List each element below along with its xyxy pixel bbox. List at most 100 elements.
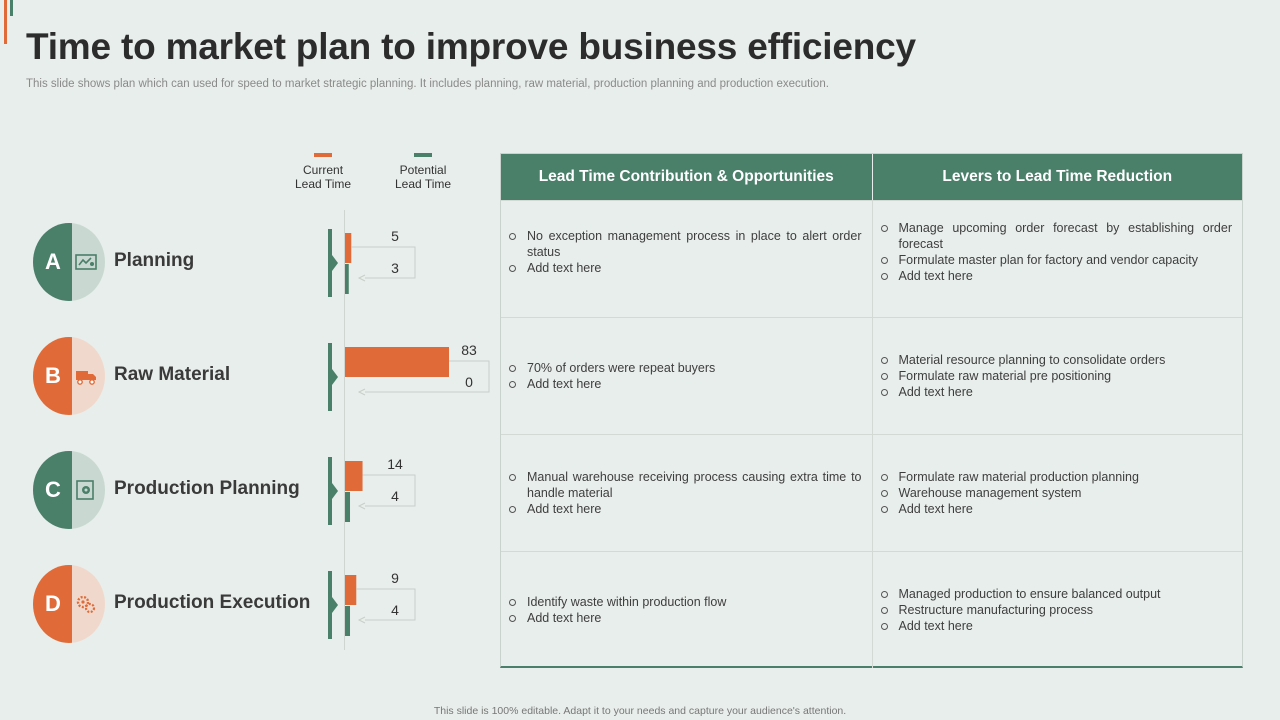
production-gear-icon <box>76 480 94 500</box>
bar-potential <box>345 264 349 294</box>
legend-swatch-current <box>314 153 333 157</box>
data-label-current: 9 <box>391 570 399 586</box>
bullet-item: Restructure manufacturing process <box>880 602 1233 618</box>
row-marker-chevron <box>332 483 338 499</box>
bullet-item: Formulate raw material pre positioning <box>880 368 1233 384</box>
bullet-item: Add text here <box>509 610 862 626</box>
planning-board-icon <box>75 254 97 270</box>
bullet-item: Add text here <box>880 618 1233 634</box>
bullet-item: 70% of orders were repeat buyers <box>509 360 862 376</box>
bullet-item: Add text here <box>880 268 1233 284</box>
badge-b: B <box>33 337 105 415</box>
lead-time-chart: 5 3 83 0 14 4 9 4 <box>328 228 490 639</box>
legend-potential: Potential Lead Time <box>395 153 451 191</box>
callout-arrow <box>357 274 366 282</box>
data-label-current: 83 <box>461 342 477 358</box>
row-label: Raw Material <box>114 364 231 385</box>
row-marker-bar <box>328 229 332 297</box>
badge-a: A <box>33 223 105 301</box>
legend-swatch-potential <box>414 153 433 157</box>
legend-potential-line2: Lead Time <box>395 177 452 191</box>
data-label-potential: 0 <box>465 374 473 390</box>
cell-levers: Formulate raw material production planni… <box>871 435 1243 551</box>
legend-potential-line1: Potential <box>399 163 447 177</box>
bar-current <box>345 347 449 377</box>
callout-arrow <box>357 502 366 510</box>
cell-levers: Managed production to ensure balanced ou… <box>871 552 1243 668</box>
bullet-item: Add text here <box>880 501 1233 517</box>
bullet-item: Warehouse management system <box>880 485 1233 501</box>
cell-contribution: Identify waste within production flow Add… <box>501 552 872 668</box>
data-label-potential: 3 <box>391 260 399 276</box>
row-marker-chevron <box>332 369 338 385</box>
callout-arrow <box>357 616 366 624</box>
slide-subtitle: This slide shows plan which can used for… <box>26 78 829 90</box>
table-row: 70% of orders were repeat buyers Add text… <box>501 317 1242 434</box>
row-label: Planning <box>114 250 195 271</box>
badge-letter: B <box>45 363 61 388</box>
table-row: No exception management process in place… <box>501 200 1242 317</box>
row-label: Production Execution <box>114 592 311 613</box>
data-label-current: 14 <box>387 456 403 472</box>
bullet-item: Manage upcoming order forecast by establ… <box>880 220 1232 252</box>
badge-c: C <box>33 451 105 529</box>
bar-current <box>345 233 352 263</box>
data-label-potential: 4 <box>391 602 399 618</box>
legend-current: Current Lead Time <box>295 153 351 191</box>
footer-note: This slide is 100% editable. Adapt it to… <box>433 705 847 717</box>
row-marker-bar <box>328 457 332 525</box>
accent-bar-orange <box>4 0 7 44</box>
bullet-item: Material resource planning to consolidat… <box>880 352 1233 368</box>
row-raw-material: B Raw Material <box>33 337 333 415</box>
legend-current-line1: Current <box>303 163 344 177</box>
data-label-current: 5 <box>391 228 399 244</box>
badge-letter: D <box>45 591 61 616</box>
bullet-item: No exception management process in place… <box>509 228 862 260</box>
badge-d: D <box>33 565 105 643</box>
row-marker-chevron <box>332 597 338 613</box>
cell-levers: Manage upcoming order forecast by establ… <box>871 201 1243 317</box>
bullet-item: Manual warehouse receiving process causi… <box>509 469 862 501</box>
callout-arrow <box>357 388 366 396</box>
table-row: Identify waste within production flow Add… <box>501 551 1242 668</box>
accent-bar-green <box>10 0 13 16</box>
callout-bracket <box>356 588 416 621</box>
row-label: Production Planning <box>114 478 300 499</box>
row-marker-bar <box>328 571 332 639</box>
callout-bracket <box>351 246 416 279</box>
legend-current-line2: Lead Time <box>295 177 352 191</box>
cell-levers: Material resource planning to consolidat… <box>871 318 1243 434</box>
bar-potential <box>345 606 351 636</box>
bullet-item: Add text here <box>509 260 862 276</box>
row-planning: A Planning <box>33 223 333 301</box>
lead-time-table: Lead Time Contribution & Opportunities L… <box>500 153 1243 668</box>
cell-contribution: 70% of orders were repeat buyers Add text… <box>501 318 872 434</box>
cell-contribution: Manual warehouse receiving process causi… <box>501 435 872 551</box>
callout-bracket <box>365 360 490 393</box>
cell-contribution: No exception management process in place… <box>501 201 872 317</box>
bullet-item: Managed production to ensure balanced ou… <box>880 586 1233 602</box>
bullet-item: Add text here <box>509 501 862 517</box>
row-production-planning: C Production Planning <box>33 451 333 529</box>
chart-axis <box>344 210 345 650</box>
bullet-item: Add text here <box>880 384 1233 400</box>
delivery-truck-icon <box>76 371 96 385</box>
bar-current <box>345 575 357 605</box>
bar-current <box>345 461 363 491</box>
table-header-contribution: Lead Time Contribution & Opportunities <box>501 154 872 200</box>
bullet-item: Identify waste within production flow <box>509 594 862 610</box>
bar-potential <box>345 492 351 522</box>
table-header-levers: Levers to Lead Time Reduction <box>871 154 1242 200</box>
bullet-item: Add text here <box>509 376 862 392</box>
table-header: Lead Time Contribution & Opportunities L… <box>501 154 1242 200</box>
slide-title: Time to market plan to improve business … <box>26 26 916 67</box>
row-production-execution: D Production Execution <box>33 565 333 643</box>
bullet-item: Formulate raw material production planni… <box>880 469 1233 485</box>
row-marker-chevron <box>332 255 338 271</box>
badge-letter: A <box>45 249 61 274</box>
badge-letter: C <box>45 477 61 502</box>
data-label-potential: 4 <box>391 488 399 504</box>
execution-gears-icon <box>76 595 96 614</box>
callout-bracket <box>362 474 416 507</box>
table-row: Manual warehouse receiving process causi… <box>501 434 1242 551</box>
